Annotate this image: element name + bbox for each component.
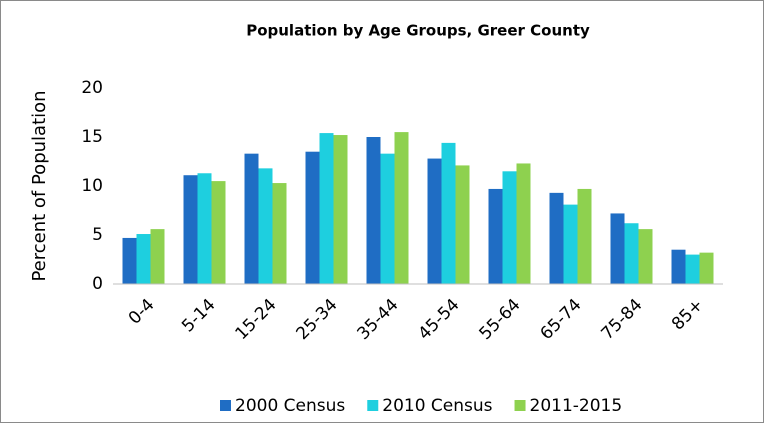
bar: [577, 188, 592, 284]
legend-label: 2000 Census: [235, 396, 345, 416]
bar: [427, 158, 442, 284]
bar: [136, 234, 151, 284]
bar: [319, 133, 334, 284]
bar: [394, 132, 409, 284]
y-tick-label: 15: [81, 127, 103, 147]
y-tick-label: 0: [92, 274, 103, 294]
legend-label: 2010 Census: [382, 396, 492, 416]
bar: [610, 213, 625, 284]
legend-swatch: [220, 400, 231, 411]
y-tick-label: 10: [81, 176, 103, 196]
legend-label: 2011-2015: [530, 396, 623, 416]
bar: [197, 173, 212, 284]
bar: [366, 137, 381, 284]
bar: [333, 135, 348, 284]
bar: [685, 254, 700, 284]
bar: [502, 171, 517, 284]
bar: [258, 168, 273, 284]
bar: [244, 153, 259, 284]
bar: [516, 163, 531, 284]
bar: [455, 165, 470, 284]
bar: [624, 223, 639, 284]
bar: [488, 188, 503, 284]
y-axis-label: Percent of Population: [29, 90, 50, 281]
bar: [671, 249, 686, 284]
bar: [272, 183, 287, 284]
legend-swatch: [367, 400, 379, 411]
bar: [638, 229, 653, 284]
bar: [211, 181, 226, 284]
bar: [441, 142, 456, 284]
bar: [150, 229, 165, 284]
legend-swatch: [514, 400, 526, 411]
bar: [122, 237, 137, 284]
bar: [563, 204, 578, 284]
y-tick-label: 5: [92, 225, 103, 245]
bar: [183, 175, 198, 284]
chart-title: Population by Age Groups, Greer County: [246, 22, 590, 40]
y-tick-label: 20: [81, 78, 103, 98]
bar: [699, 252, 714, 284]
bar: [380, 153, 395, 284]
bar: [305, 151, 320, 284]
bar: [549, 192, 564, 284]
